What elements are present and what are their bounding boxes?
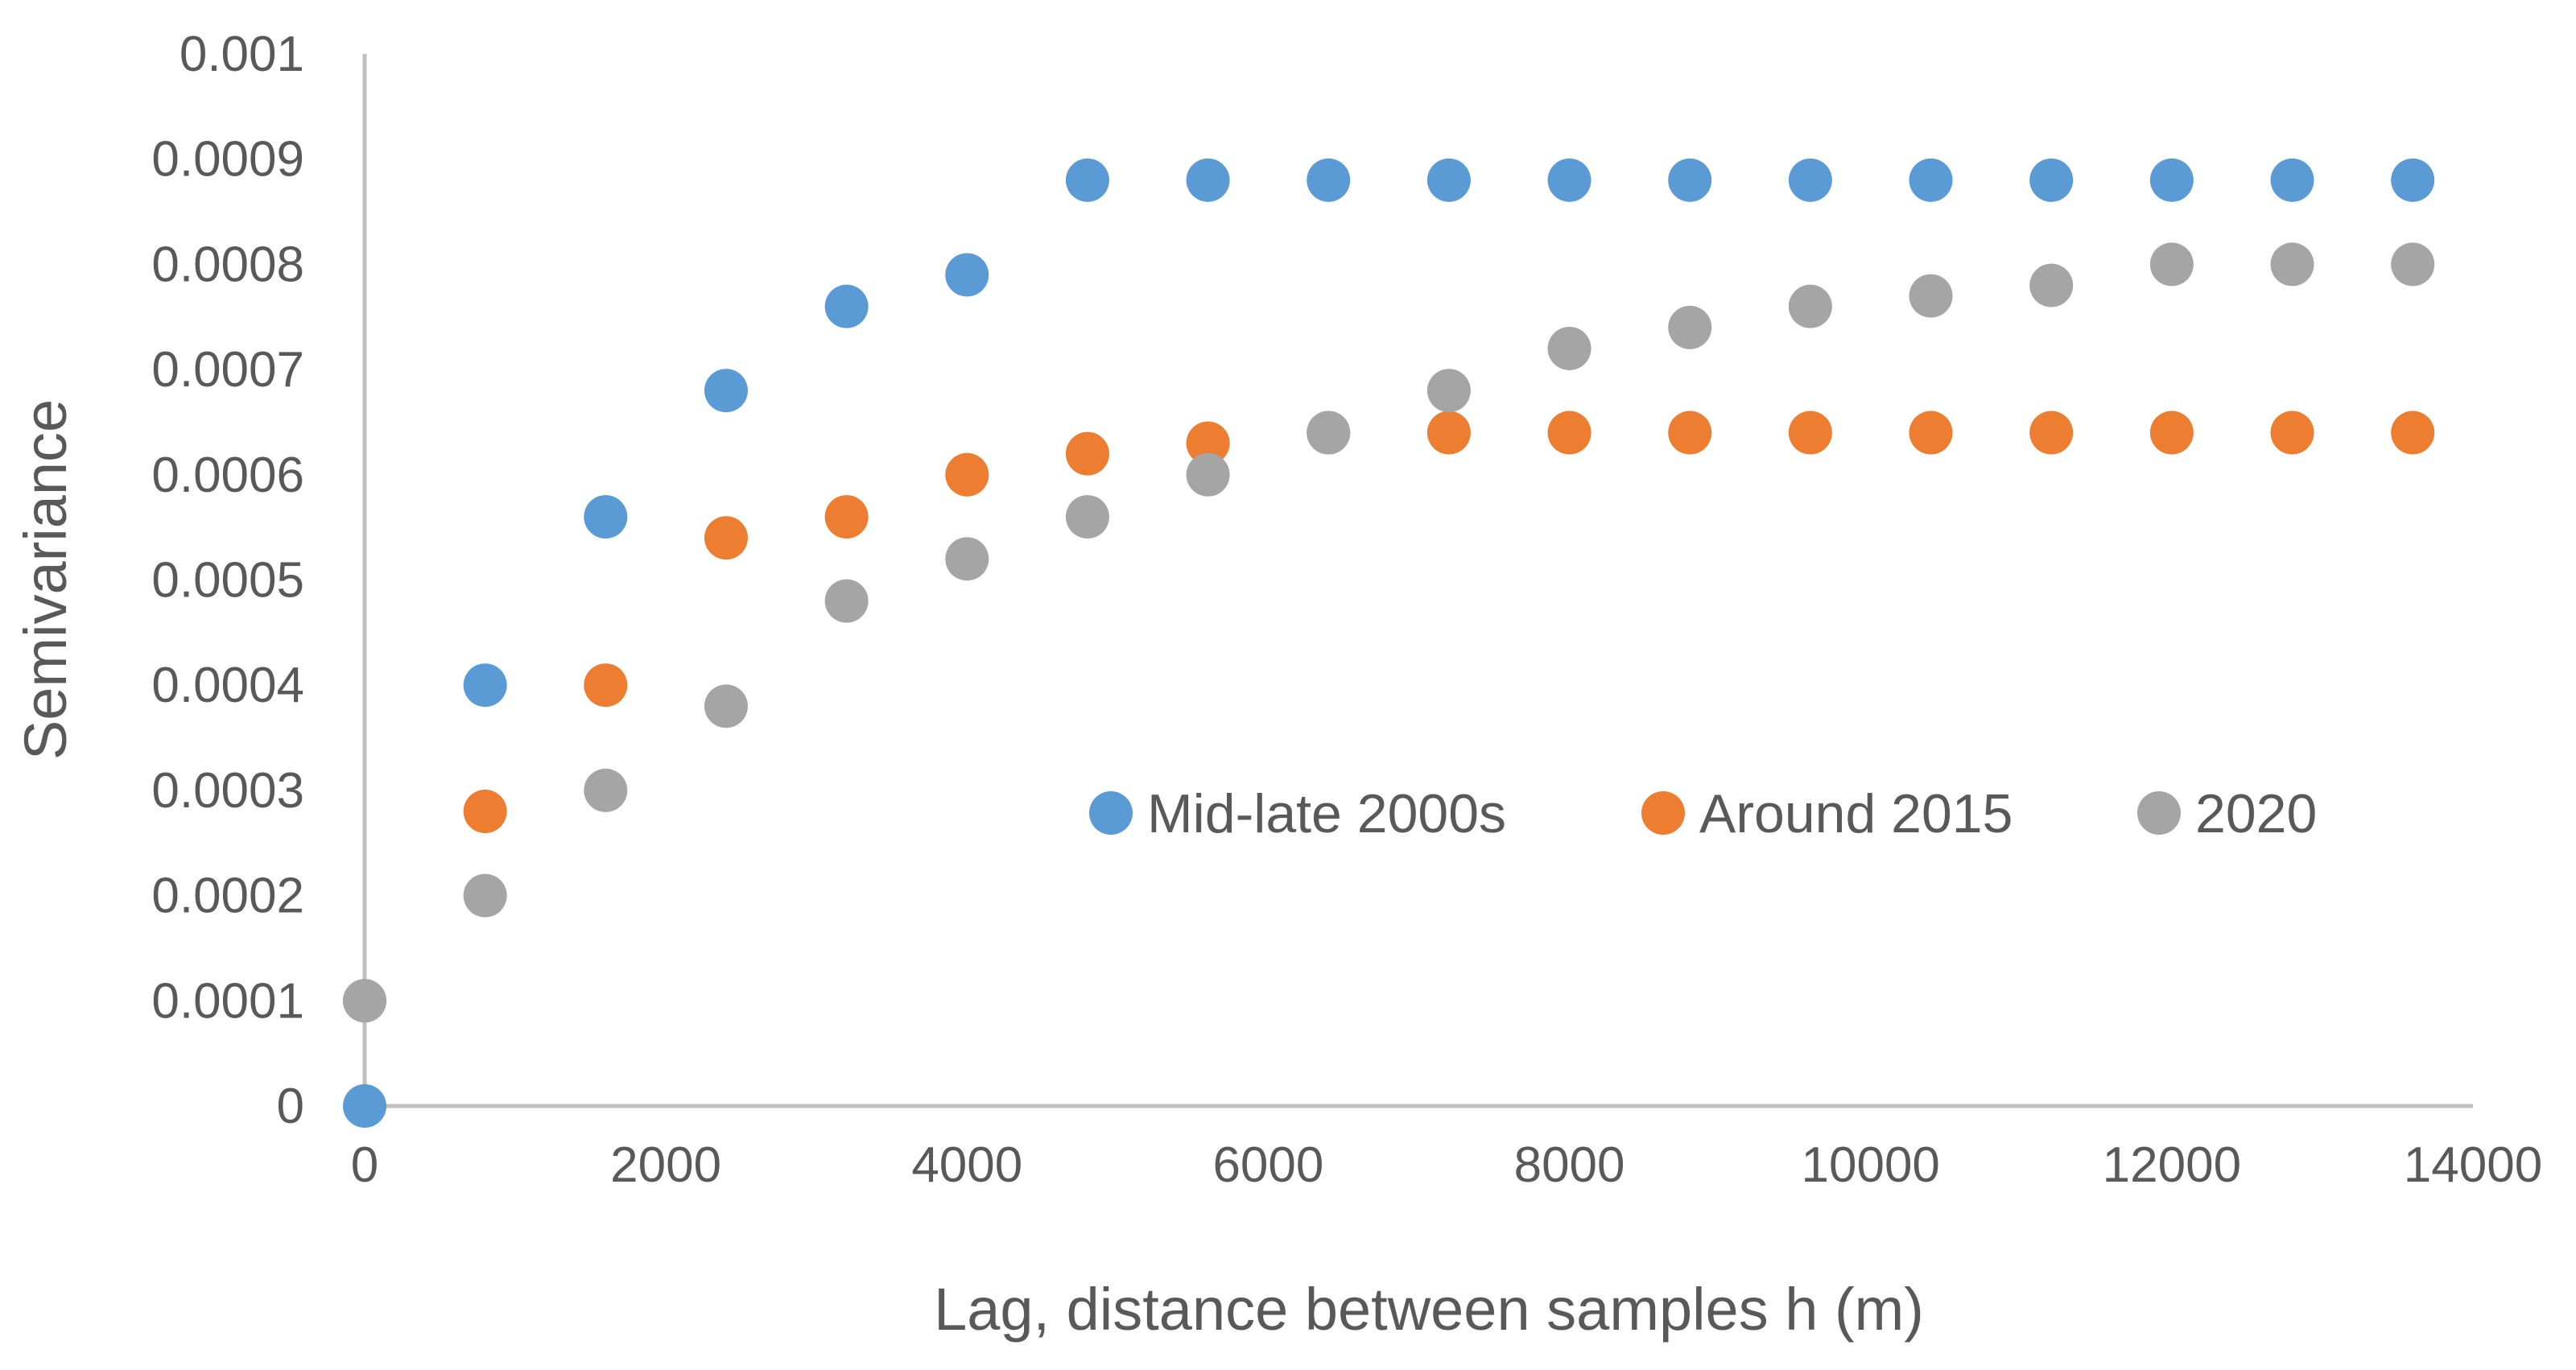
data-point: [2391, 411, 2435, 455]
y-tick-label: 0: [277, 1079, 304, 1134]
x-tick-label: 2000: [610, 1137, 721, 1193]
x-tick-label: 6000: [1212, 1137, 1323, 1193]
x-tick-label: 12000: [2103, 1137, 2241, 1193]
legend-item: Mid-late 2000s: [1089, 783, 1506, 844]
series-1: [343, 411, 2435, 1023]
data-point: [1788, 411, 1832, 455]
data-point: [1909, 411, 1953, 455]
legend-label: Around 2015: [1699, 783, 2013, 844]
y-tick-label: 0.0006: [151, 448, 304, 503]
series-0: [343, 158, 2435, 1128]
data-point: [1547, 158, 1591, 202]
data-point: [1547, 326, 1591, 370]
data-point: [945, 253, 989, 297]
y-tick-label: 0.0004: [151, 658, 304, 713]
y-tick-label: 0.0008: [151, 237, 304, 292]
data-point: [584, 768, 628, 812]
data-point: [824, 495, 869, 539]
data-point: [1426, 158, 1471, 202]
data-point: [824, 579, 869, 623]
data-point: [704, 684, 748, 728]
data-point: [1065, 495, 1109, 539]
data-point: [584, 663, 628, 708]
data-point: [1909, 274, 1953, 318]
data-point: [2149, 242, 2194, 287]
data-point: [463, 790, 507, 834]
y-tick-label: 0.001: [180, 27, 304, 82]
data-point: [1426, 411, 1471, 455]
data-point: [1668, 158, 1712, 202]
y-tick-label: 0.0005: [151, 553, 304, 609]
data-point: [1668, 305, 1712, 349]
legend: Mid-late 2000s Around 2015 2020: [1089, 783, 2317, 844]
x-tick-label: 4000: [911, 1137, 1022, 1193]
y-tick-label: 0.0003: [151, 763, 304, 819]
data-point: [2270, 242, 2314, 287]
data-point: [2270, 411, 2314, 455]
y-tick-label: 0.0009: [151, 132, 304, 188]
legend-label: Mid-late 2000s: [1147, 783, 1506, 844]
y-axis-title: Semivariance: [12, 399, 79, 760]
y-tick-labels: 0 0.0001 0.0002 0.0003 0.0004 0.0005 0.0006 0.0…: [151, 27, 304, 1134]
data-point: [2029, 158, 2074, 202]
data-point: [2149, 158, 2194, 202]
data-point: [1065, 431, 1109, 476]
data-point: [2270, 158, 2314, 202]
data-point: [2029, 263, 2074, 307]
data-point: [343, 1084, 386, 1128]
x-tick-labels: 0 2000 4000 6000 8000 10000 12000 14000: [351, 1137, 2542, 1193]
data-point: [704, 516, 748, 560]
data-point: [1186, 158, 1230, 202]
data-point: [463, 873, 507, 918]
data-point: [945, 537, 989, 581]
data-point: [1547, 411, 1591, 455]
data-point: [1668, 411, 1712, 455]
data-point: [2391, 158, 2435, 202]
data-point: [1788, 158, 1832, 202]
legend-marker: [1641, 791, 1685, 835]
y-tick-label: 0.0001: [151, 973, 304, 1029]
legend-marker: [1089, 791, 1133, 835]
x-tick-label: 0: [351, 1137, 378, 1193]
data-point: [2149, 411, 2194, 455]
y-tick-label: 0.0007: [151, 342, 304, 398]
legend-marker: [2137, 791, 2181, 835]
y-tick-label: 0.0002: [151, 869, 304, 924]
data-point: [1307, 158, 1351, 202]
data-point: [704, 369, 748, 413]
data-point: [343, 979, 386, 1023]
data-point: [2391, 242, 2435, 287]
x-axis-title: Lag, distance between samples h (m): [934, 1276, 1924, 1343]
data-point: [1065, 158, 1109, 202]
legend-label: 2020: [2195, 783, 2317, 844]
legend-item: Around 2015: [1641, 783, 2013, 844]
legend-item: 2020: [2137, 783, 2317, 844]
data-point: [1186, 452, 1230, 497]
data-point: [584, 495, 628, 539]
data-point: [2029, 411, 2074, 455]
series-2: [343, 242, 2435, 1023]
x-tick-label: 8000: [1514, 1137, 1625, 1193]
axes: [362, 54, 2473, 1108]
x-tick-label: 14000: [2404, 1137, 2542, 1193]
data-point: [1909, 158, 1953, 202]
data-point: [945, 452, 989, 497]
x-tick-label: 10000: [1802, 1137, 1940, 1193]
data-points: [343, 158, 2435, 1128]
data-point: [1788, 284, 1832, 328]
data-point: [1426, 369, 1471, 413]
data-point: [1186, 421, 1230, 465]
data-point: [824, 284, 869, 328]
data-point: [1307, 411, 1351, 455]
data-point: [463, 663, 507, 708]
